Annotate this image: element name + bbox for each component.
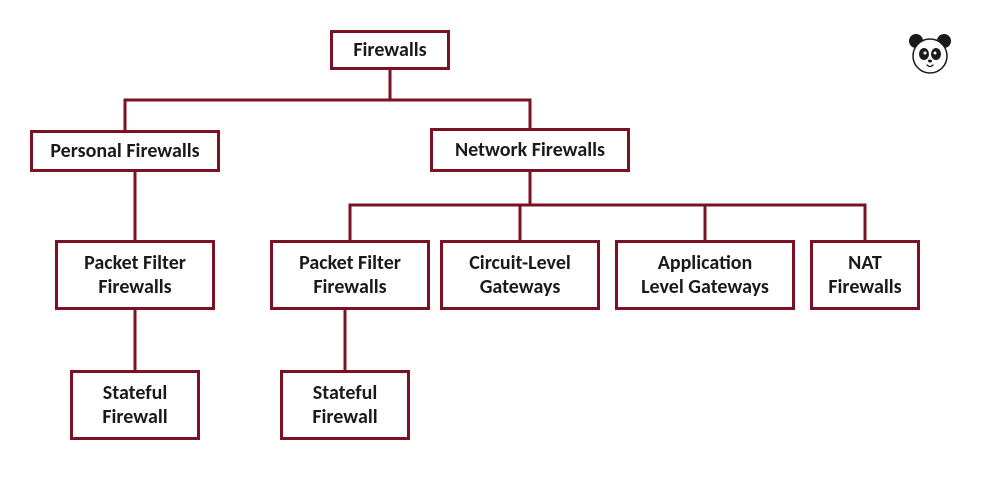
tree-node-label: Personal Firewalls — [50, 139, 199, 163]
edge-network-n_nat — [530, 172, 865, 240]
tree-node-n_nat: NAT Firewalls — [810, 240, 920, 310]
tree-node-label: Application Level Gateways — [641, 251, 769, 299]
tree-node-label: Packet Filter Firewalls — [84, 251, 186, 299]
tree-node-label: Network Firewalls — [455, 138, 605, 162]
edge-network-n_pkt — [350, 172, 530, 240]
tree-node-personal: Personal Firewalls — [30, 130, 220, 172]
tree-node-n_app: Application Level Gateways — [615, 240, 795, 310]
tree-node-n_circuit: Circuit-Level Gateways — [440, 240, 600, 310]
edge-root-network — [390, 70, 530, 128]
tree-node-n_stateful: Stateful Firewall — [280, 370, 410, 440]
tree-node-label: Stateful Firewall — [102, 381, 167, 429]
tree-node-root: Firewalls — [330, 30, 450, 70]
edge-root-personal — [125, 70, 390, 130]
tree-node-label: Packet Filter Firewalls — [299, 251, 401, 299]
tree-node-n_pkt: Packet Filter Firewalls — [270, 240, 430, 310]
tree-node-p_stateful: Stateful Firewall — [70, 370, 200, 440]
edge-network-n_circuit — [520, 172, 530, 240]
tree-node-network: Network Firewalls — [430, 128, 630, 172]
tree-node-label: Circuit-Level Gateways — [469, 251, 571, 299]
tree-node-p_pkt: Packet Filter Firewalls — [55, 240, 215, 310]
tree-node-label: Firewalls — [353, 38, 426, 62]
edge-network-n_app — [530, 172, 705, 240]
panda-icon — [905, 30, 955, 80]
tree-node-label: Stateful Firewall — [312, 381, 377, 429]
tree-node-label: NAT Firewalls — [828, 251, 901, 299]
